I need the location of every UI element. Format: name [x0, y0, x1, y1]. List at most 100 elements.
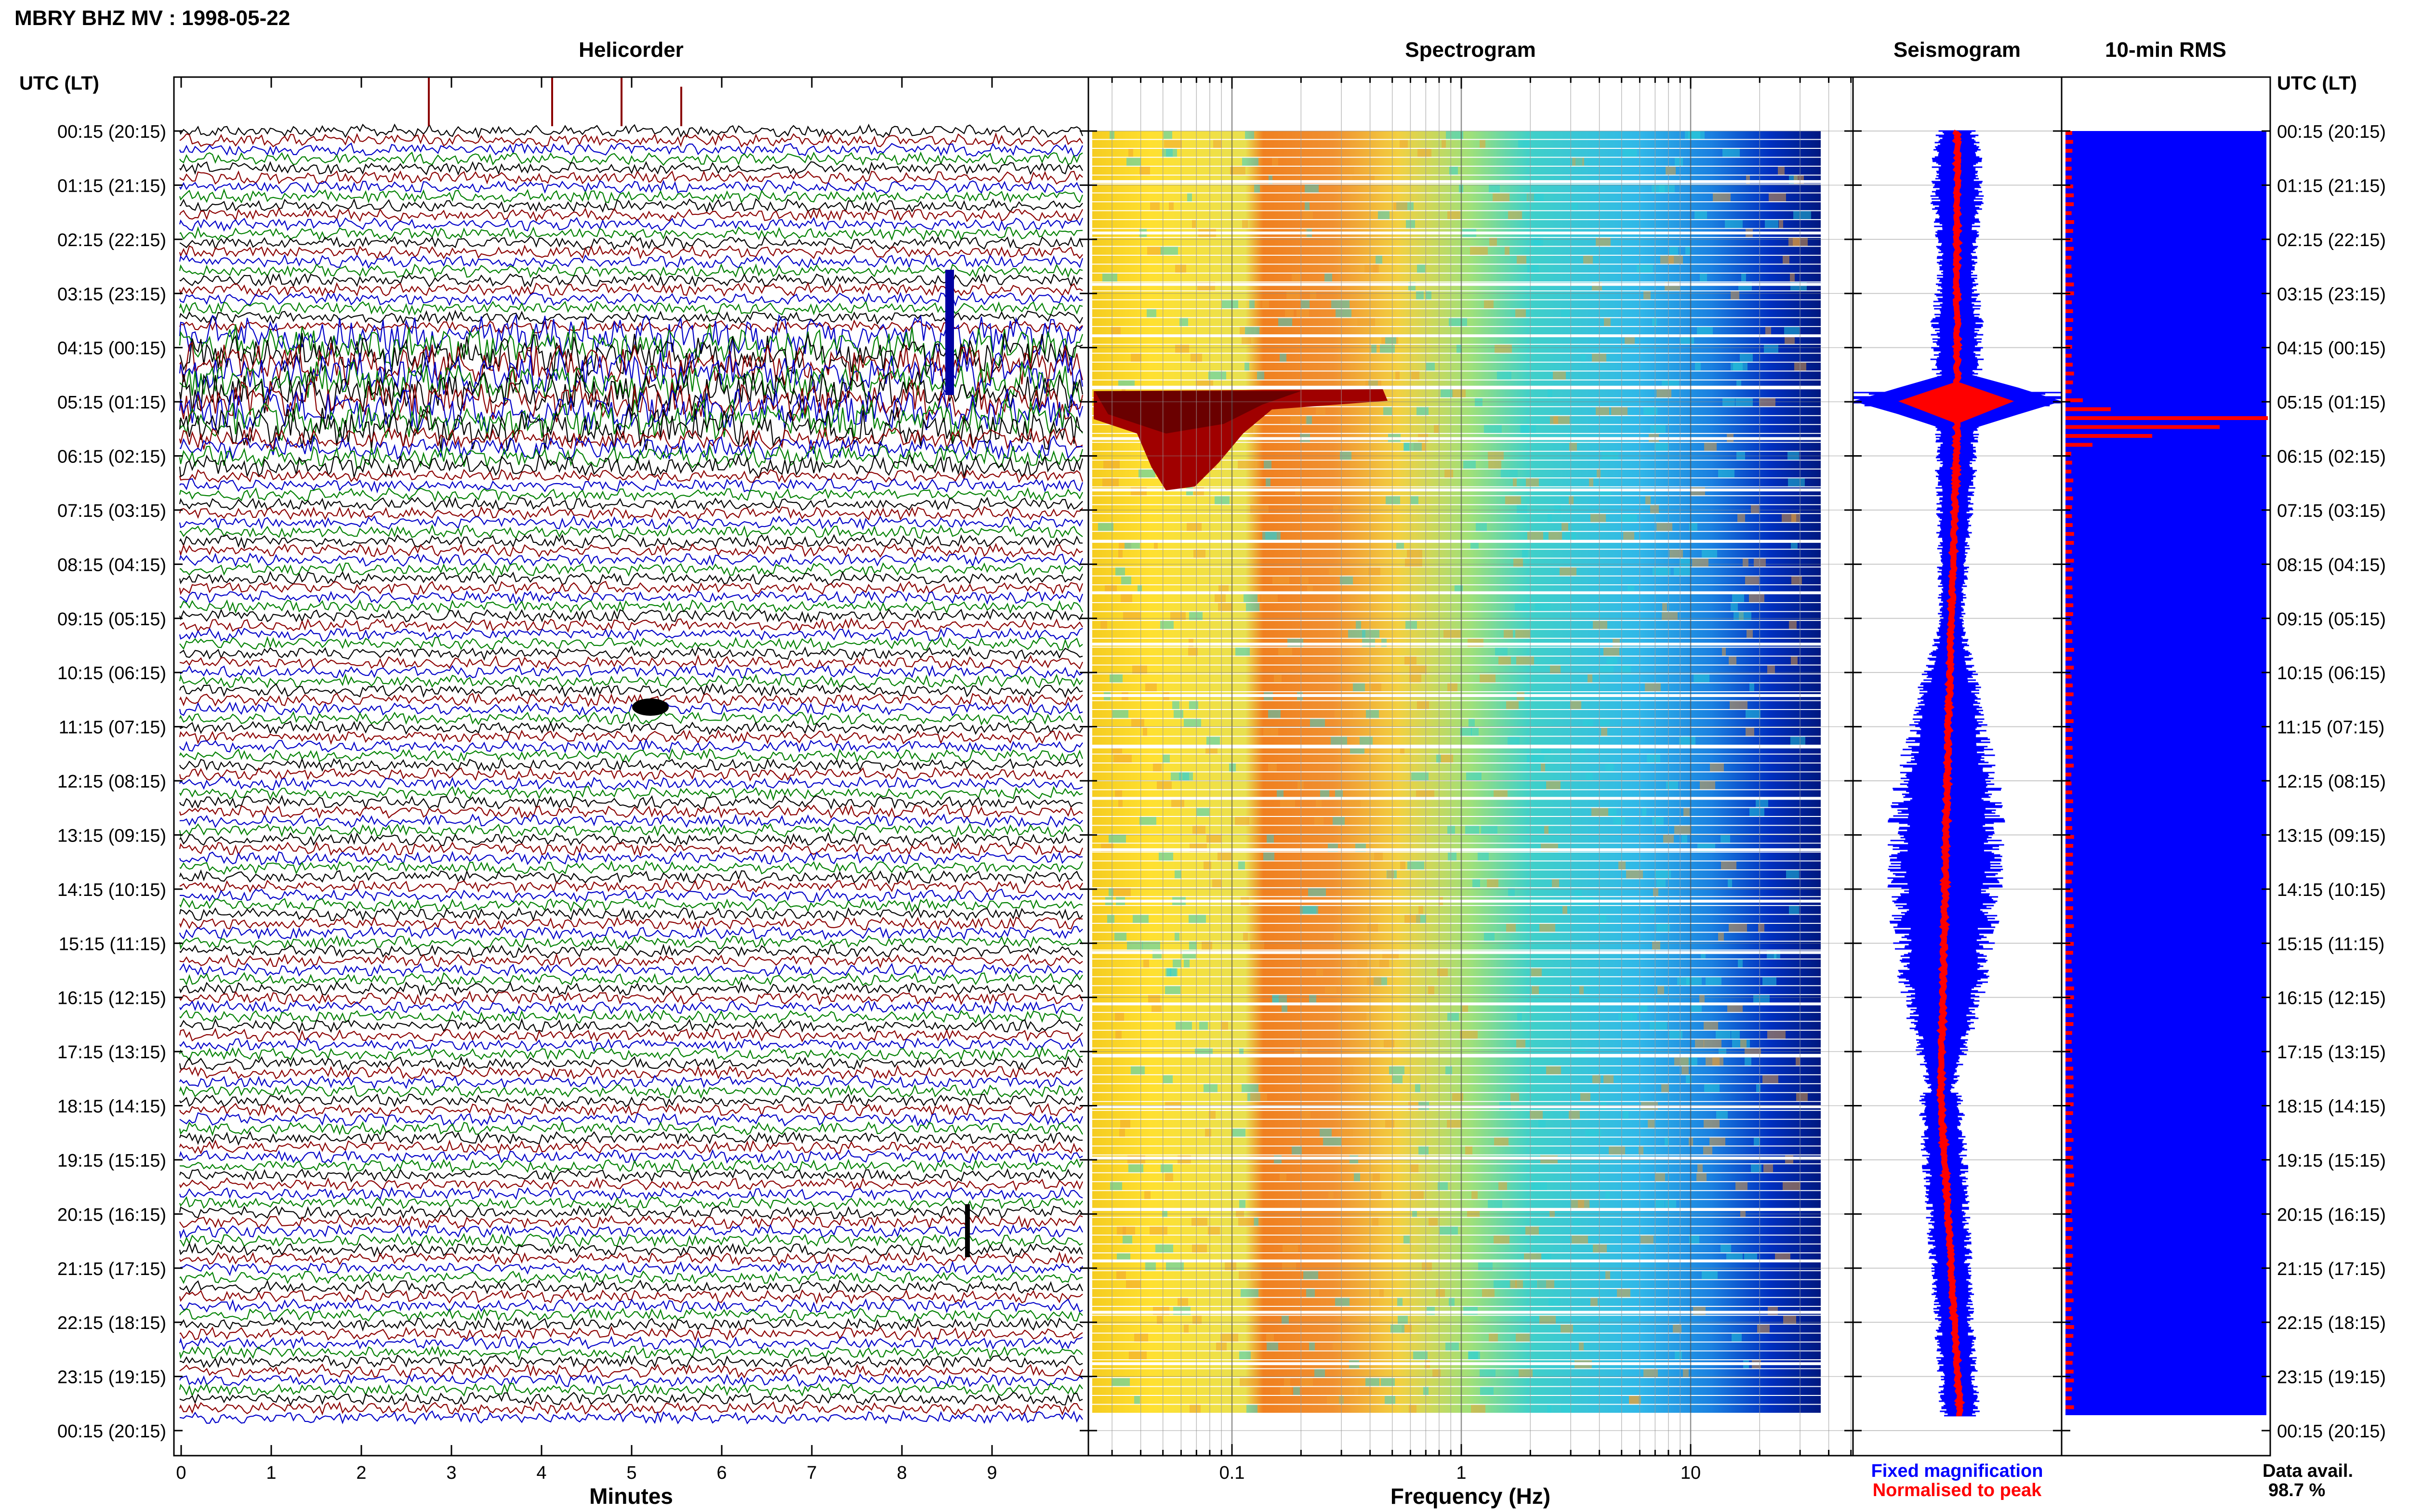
spectrogram-row: [1092, 1351, 1821, 1359]
spectrogram-texture: [1173, 959, 1181, 968]
spectrogram-texture: [1745, 1057, 1751, 1065]
spectrogram-texture: [1366, 710, 1379, 718]
helicorder-trace-line: [179, 427, 1083, 451]
spectrogram-texture: [1174, 710, 1183, 718]
spectrogram-texture: [1254, 184, 1260, 193]
helicorder-trace-line: [179, 1084, 1083, 1099]
spectrogram-texture: [1262, 300, 1269, 308]
spectrogram-texture: [1516, 1039, 1525, 1048]
frequency-tick-label: 1: [1456, 1463, 1466, 1483]
helicorder-trace-line: [179, 590, 1084, 605]
spectrogram-texture: [1709, 1137, 1725, 1146]
rms-normalised-bar: [2065, 719, 2074, 723]
spectrogram-texture: [1716, 1111, 1728, 1119]
spectrogram-texture: [1249, 300, 1255, 308]
rms-normalised-bar: [2065, 728, 2073, 732]
spectrogram-row: [1092, 1262, 1821, 1271]
spectrogram-texture: [1526, 478, 1539, 486]
helicorder-trace-line: [179, 1149, 1083, 1165]
helicorder-trace-line: [179, 1214, 1083, 1230]
spectrogram-texture: [1661, 1084, 1669, 1092]
spectrogram-texture: [1188, 647, 1198, 656]
rms-normalised-bar: [2065, 1004, 2073, 1008]
helicorder-trace-line: [179, 692, 1083, 708]
spectrogram-texture: [1756, 1084, 1760, 1092]
rms-normalised-bar: [2065, 1289, 2072, 1293]
spectrogram-texture: [1731, 1030, 1740, 1039]
spectrogram-texture: [1442, 140, 1446, 148]
spectrogram-texture: [1305, 184, 1319, 193]
spectrogram-texture: [1222, 300, 1238, 308]
helicorder-trace-line: [179, 1335, 1083, 1351]
spectrogram-texture: [1242, 336, 1251, 344]
spectrogram-texture: [1118, 550, 1123, 558]
spectrogram-row: [1092, 193, 1821, 201]
time-axis-left: 00:15 (20:15) 01:15 (21:15) 02:15 (22:15) 0…: [57, 122, 2270, 1442]
spectrogram-row: [1092, 1315, 1821, 1324]
time-label-left: 01:15 (21:15): [57, 176, 166, 196]
spectrogram-texture: [1652, 941, 1660, 950]
spectrogram-texture: [1239, 1200, 1245, 1208]
spectrogram-texture: [1553, 371, 1566, 380]
rms-normalised-bar: [2065, 318, 2073, 322]
spectrogram-texture: [1250, 505, 1269, 513]
spectrogram-texture: [1107, 915, 1114, 923]
rms-normalised-bar: [2065, 1058, 2072, 1062]
spectrogram-row: [1092, 621, 1821, 629]
helicorder-trace-line: [179, 786, 1083, 802]
spectrogram-texture: [1508, 211, 1522, 219]
spectrogram-texture: [1732, 594, 1744, 603]
spectrogram-gap: [1092, 591, 1825, 594]
spectrogram-texture: [1745, 576, 1759, 585]
spectrogram-texture: [1462, 1004, 1468, 1012]
spectrogram-texture: [1238, 1218, 1254, 1226]
spectrogram-panel: [1087, 76, 1854, 1457]
spectrogram-texture: [1603, 647, 1619, 656]
spectrogram-texture: [1515, 603, 1531, 611]
spectrogram-texture: [1535, 603, 1550, 611]
helicorder-trace-line: [179, 729, 1083, 745]
spectrogram-texture: [1134, 1333, 1148, 1342]
spectrogram-texture: [1721, 1244, 1731, 1253]
rms-normalised-bar: [2065, 1387, 2072, 1392]
rms-normalised-bar: [2065, 977, 2073, 982]
frequency-tick-label: 0.1: [1219, 1463, 1245, 1483]
spectrogram-row: [1092, 362, 1821, 371]
spectrogram-row: [1092, 336, 1821, 344]
spectrogram-texture: [1165, 968, 1171, 976]
spectrogram-texture: [1400, 861, 1405, 869]
spectrogram-texture: [1643, 407, 1657, 415]
spectrogram-texture: [1132, 665, 1147, 674]
spectrogram-texture: [1165, 986, 1180, 994]
spectrogram-texture: [1725, 220, 1743, 228]
spectrogram-gap: [1092, 437, 1825, 440]
spectrogram-texture: [1123, 612, 1141, 620]
rms-fixed-fill: [2065, 131, 2266, 1415]
spectrogram-texture: [1138, 469, 1155, 478]
spectrogram-texture: [1775, 1253, 1790, 1262]
spectrogram-texture: [1389, 1066, 1404, 1075]
spectrogram-texture: [1790, 736, 1805, 745]
spectrogram-title: Spectrogram: [1405, 38, 1535, 62]
spectrogram-row: [1092, 736, 1821, 745]
spectrogram-texture: [1743, 558, 1748, 567]
rms-normalised-bar: [2065, 363, 2073, 367]
spectrogram-texture: [1648, 1119, 1655, 1128]
spectrogram-texture: [1187, 523, 1202, 531]
spectrogram-texture: [1736, 380, 1741, 389]
spectrogram-texture: [1737, 514, 1745, 522]
time-label-right: 01:15 (21:15): [2277, 176, 2386, 196]
rms-normalised-bar: [2065, 799, 2073, 803]
spectrogram-texture: [1123, 1236, 1132, 1244]
spectrogram-gridlines: [1088, 77, 1853, 1456]
rms-normalised-bar: [2065, 247, 2074, 251]
spectrogram-texture: [1637, 264, 1653, 273]
rms-panel: [2061, 76, 2271, 1457]
time-label-right: 17:15 (13:15): [2277, 1042, 2386, 1063]
spectrogram-texture: [1793, 211, 1811, 219]
spectrogram-texture: [1604, 318, 1611, 326]
spectrogram-texture: [1404, 443, 1422, 451]
spectrogram-gap: [1092, 1413, 1825, 1417]
rms-normalised-bar: [2065, 202, 2074, 206]
rms-normalised-bar: [2065, 220, 2074, 224]
